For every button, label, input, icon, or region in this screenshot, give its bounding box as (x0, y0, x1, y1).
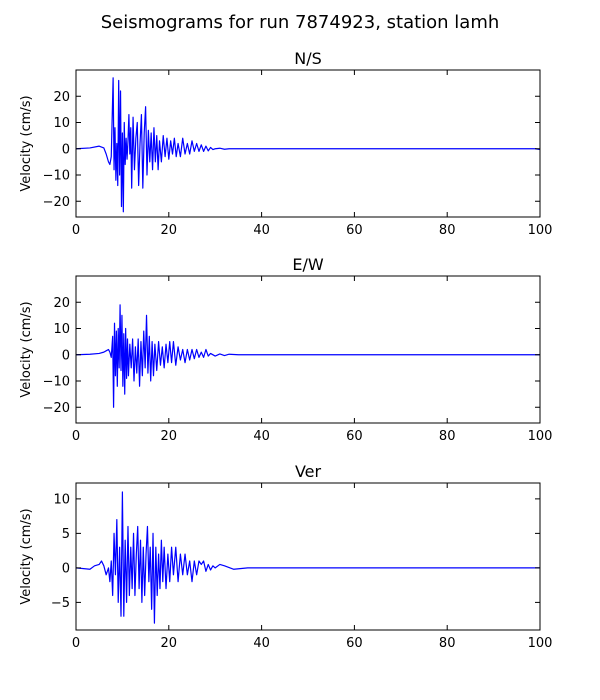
y-axis-label: Velocity (cm/s) (19, 95, 34, 191)
y-tick-label: −20 (43, 195, 70, 210)
x-tick-label: 60 (346, 429, 363, 444)
seismogram-trace (76, 491, 540, 624)
y-tick-label: 10 (53, 492, 70, 507)
seismogram-trace (76, 77, 540, 213)
axes-frame (75, 69, 541, 218)
x-tick-label: 40 (253, 223, 270, 238)
x-tick-label: 100 (528, 636, 553, 651)
x-tick-label: 20 (161, 429, 178, 444)
x-tick-label: 60 (346, 223, 363, 238)
y-tick-label: −5 (51, 596, 70, 611)
panel-title: N/S (294, 49, 322, 68)
y-tick-label: 0 (62, 142, 70, 157)
y-tick-label: −10 (43, 375, 70, 390)
x-tick-label: 40 (253, 429, 270, 444)
y-tick-label: 5 (62, 527, 70, 542)
panel-1: E/W 0 20 40 60 80 100 −20 −10 0 10 20 Velocity (cm/s… (19, 255, 552, 444)
x-tick-label: 60 (346, 636, 363, 651)
x-tick-label: 0 (72, 223, 80, 238)
x-tick-label: 0 (72, 636, 80, 651)
x-tick-label: 0 (72, 429, 80, 444)
x-tick-label: 20 (161, 223, 178, 238)
x-tick-label: 40 (253, 636, 270, 651)
panel-2: Ver 0 20 40 60 80 100 −5 0 5 10 Velocity (cm/s) (19, 462, 552, 651)
x-tick-label: 100 (528, 223, 553, 238)
y-axis-label: Velocity (cm/s) (19, 301, 34, 397)
y-tick-label: 10 (53, 322, 70, 337)
seismogram-trace (76, 304, 540, 408)
y-tick-label: −20 (43, 401, 70, 416)
y-tick-label: 10 (53, 116, 70, 131)
y-axis-label: Velocity (cm/s) (19, 508, 34, 604)
axes-frame (75, 275, 541, 424)
y-tick-label: 20 (53, 90, 70, 105)
y-tick-label: 0 (62, 348, 70, 363)
y-tick-label: 0 (62, 561, 70, 576)
x-tick-label: 80 (439, 429, 456, 444)
x-tick-label: 80 (439, 223, 456, 238)
y-tick-label: 20 (53, 296, 70, 311)
panel-title: E/W (292, 255, 324, 274)
panel-0: N/S 0 20 40 60 80 100 −20 −10 0 10 20 Velocity (cm/s… (19, 49, 552, 238)
panel-title: Ver (295, 462, 322, 481)
y-tick-label: −10 (43, 169, 70, 184)
x-tick-label: 20 (161, 636, 178, 651)
figure-title: Seismograms for run 7874923, station lam… (101, 12, 500, 33)
axes-frame (75, 482, 541, 631)
x-tick-label: 100 (528, 429, 553, 444)
x-tick-label: 80 (439, 636, 456, 651)
